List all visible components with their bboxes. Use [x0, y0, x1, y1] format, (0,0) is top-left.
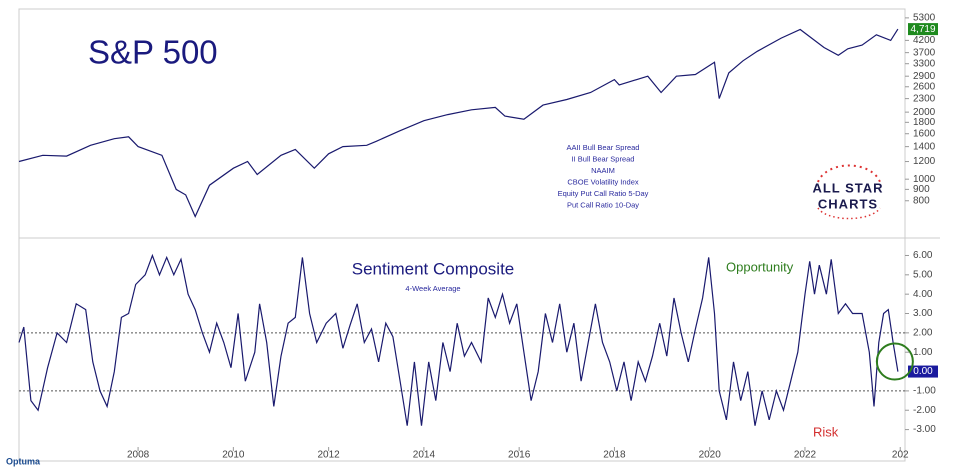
logo-text: ALL STAR — [812, 180, 883, 195]
data-line — [18, 253, 899, 426]
chart-title: S&P 500 — [88, 34, 218, 71]
annotation: Risk — [813, 424, 839, 439]
y-tick-label: 1400 — [913, 141, 936, 152]
y-tick-label: -3.00 — [913, 424, 936, 435]
y-tick-label: -1.00 — [913, 386, 936, 397]
y-tick-label: 1000 — [913, 174, 936, 185]
x-tick-label: 2020 — [699, 450, 722, 461]
y-tick-label: 1.00 — [913, 347, 933, 358]
last-value-badge — [908, 365, 938, 378]
note: NAAIM — [591, 166, 615, 175]
note: II Bull Bear Spread — [572, 154, 635, 163]
last-value-label: 4,719 — [910, 24, 935, 35]
y-tick-label: 1800 — [913, 117, 936, 128]
note: Put Call Ratio 10-Day — [567, 200, 639, 209]
y-tick-label: 2.00 — [913, 328, 933, 339]
x-tick-label: 2022 — [794, 450, 817, 461]
note: CBOE Volatility Index — [567, 177, 639, 186]
frame — [18, 8, 906, 462]
y-tick-label: 4.00 — [913, 289, 933, 300]
y-tick-label: 800 — [913, 195, 930, 206]
y-tick-label: 4200 — [913, 35, 936, 46]
x-tick-label: 2008 — [127, 450, 150, 461]
y-tick-label: 2600 — [913, 81, 936, 92]
x-tick-label: 202 — [892, 450, 909, 461]
y-tick-label: 2900 — [913, 71, 936, 82]
y-tick-label: 6.00 — [913, 250, 933, 261]
note: Equity Put Call Ratio 5-Day — [558, 189, 649, 198]
y-tick-label: 3.00 — [913, 308, 933, 319]
y-tick-label: 5300 — [913, 13, 936, 24]
last-value-label: 0.00 — [913, 366, 933, 377]
y-tick-label: 3700 — [913, 47, 936, 58]
x-tick-label: 2010 — [222, 450, 245, 461]
y-tick-label: 1200 — [913, 156, 936, 167]
x-tick-label: 2016 — [508, 450, 531, 461]
x-tick-label: 2018 — [603, 450, 626, 461]
logo-text: CHARTS — [818, 196, 878, 211]
highlight-circle — [875, 342, 914, 381]
last-value-badge — [908, 23, 938, 36]
y-tick-label: 2300 — [913, 93, 936, 104]
chart-title: Sentiment Composite — [352, 259, 515, 278]
y-tick-label: 5.00 — [913, 269, 933, 280]
footer: Optuma — [6, 456, 41, 466]
chart-subtitle: 4-Week Average — [405, 284, 460, 293]
x-tick-label: 2012 — [317, 450, 340, 461]
annotation: Opportunity — [726, 259, 794, 274]
y-tick-label: 900 — [913, 184, 930, 195]
y-tick-label: 2000 — [913, 107, 936, 118]
data-line — [18, 28, 899, 218]
y-tick-label: -2.00 — [913, 405, 936, 416]
logo-arc — [817, 164, 881, 183]
y-tick-label: 1600 — [913, 128, 936, 139]
y-tick-label: 3300 — [913, 58, 936, 69]
x-tick-label: 2014 — [413, 450, 436, 461]
note: AAII Bull Bear Spread — [567, 143, 640, 152]
